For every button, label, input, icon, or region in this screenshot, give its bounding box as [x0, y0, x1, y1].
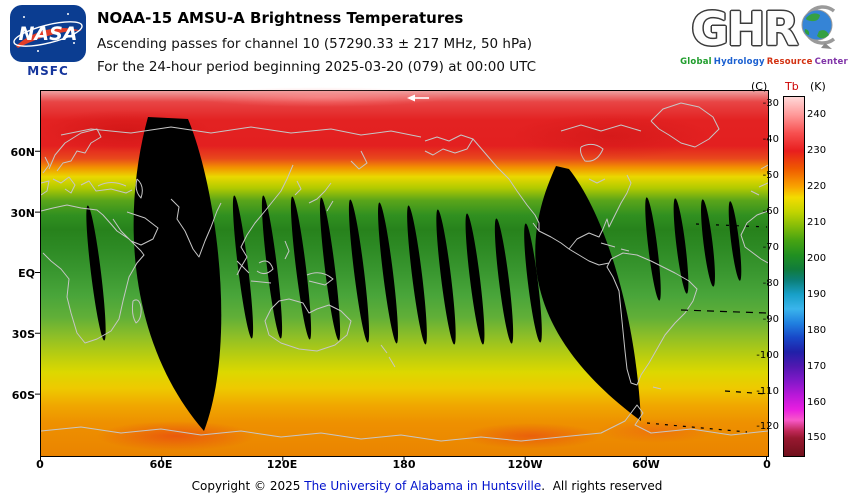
coastline-americas [424, 102, 720, 390]
lat-label-eq: EQ [18, 267, 35, 280]
lon-label-180: 180 [392, 458, 416, 471]
tagline-word: Center [814, 57, 848, 67]
ghrc-logo[interactable]: GHR Global Hydrology Resource Center [678, 2, 850, 67]
brightness-temperature-map [40, 87, 769, 457]
nasa-logo[interactable]: NASA MSFC [10, 5, 86, 78]
lon-label-120e: 120E [266, 458, 298, 471]
celsius-tick: -100 [756, 350, 779, 361]
colorbar [783, 96, 805, 457]
lon-label-0e: 0 [36, 458, 44, 471]
celsius-tick: -110 [756, 386, 779, 397]
copyright-suffix: . All rights reserved [541, 479, 663, 493]
celsius-tick: -90 [762, 314, 779, 325]
lon-label-60w: 60W [632, 458, 660, 471]
kelvin-tick: 210 [807, 217, 827, 228]
coastlines [41, 102, 768, 442]
nasa-meatball: NASA [10, 5, 86, 62]
lat-label-30s: 30S [11, 328, 35, 341]
colorbar-quantity: Tb [785, 80, 799, 93]
celsius-tick: -30 [762, 98, 779, 109]
celsius-tick: -120 [756, 421, 779, 432]
lat-label-60s: 60S [11, 389, 35, 402]
page-title: NOAA-15 AMSU-A Brightness Temperatures [97, 9, 464, 27]
data-gap-swaths [86, 117, 742, 431]
lat-label-30n: 30N [10, 207, 35, 220]
msfc-label: MSFC [27, 64, 69, 78]
kelvin-tick: 160 [807, 397, 827, 408]
copyright: Copyright © 2025 The University of Alaba… [0, 479, 854, 493]
lon-label-60e: 60E [149, 458, 173, 471]
kelvin-tick: 170 [807, 361, 827, 372]
nasa-wordmark: NASA [19, 23, 78, 45]
celsius-tick: -50 [762, 170, 779, 181]
kelvin-tick: 200 [807, 253, 827, 264]
header-titles: NOAA-15 AMSU-A Brightness Temperatures A… [97, 9, 536, 82]
coastline-asia-australia [60, 126, 422, 368]
direction-arrow-icon [407, 94, 429, 102]
kelvin-tick: 180 [807, 325, 827, 336]
kelvin-tick: 240 [807, 109, 827, 120]
lat-label-60n: 60N [10, 146, 35, 159]
celsius-tick: -40 [762, 134, 779, 145]
kelvin-tick: 230 [807, 145, 827, 156]
ghrc-tagline: Global Hydrology Resource Center [678, 57, 850, 67]
celsius-tick: -70 [762, 242, 779, 253]
kelvin-tick: 150 [807, 432, 827, 443]
copyright-prefix: Copyright © 2025 [191, 479, 305, 493]
celsius-tick: -80 [762, 278, 779, 289]
coastline-antarctica-right-edge [41, 164, 768, 442]
coastline-europe-africa [41, 128, 222, 344]
subtitle-channel: Ascending passes for channel 10 (57290.3… [97, 36, 533, 52]
globe-icon [797, 3, 837, 55]
tagline-word: Hydrology [713, 57, 765, 67]
colorbar-unit-celsius: (C) [751, 80, 768, 93]
ghrc-letters: GHR [691, 2, 799, 56]
tagline-word: Global [680, 57, 712, 67]
lon-label-0w: 0 [763, 458, 771, 471]
university-link[interactable]: The University of Alabama in Huntsville [304, 479, 542, 493]
kelvin-tick: 220 [807, 181, 827, 192]
tagline-word: Resource [766, 57, 813, 67]
gap-edge-dashes [646, 223, 768, 433]
celsius-tick: -60 [762, 206, 779, 217]
lon-label-120w: 120W [507, 458, 543, 471]
colorbar-unit-kelvin: (K) [810, 80, 826, 93]
kelvin-tick: 190 [807, 289, 827, 300]
subtitle-period: For the 24-hour period beginning 2025-03… [97, 59, 537, 75]
